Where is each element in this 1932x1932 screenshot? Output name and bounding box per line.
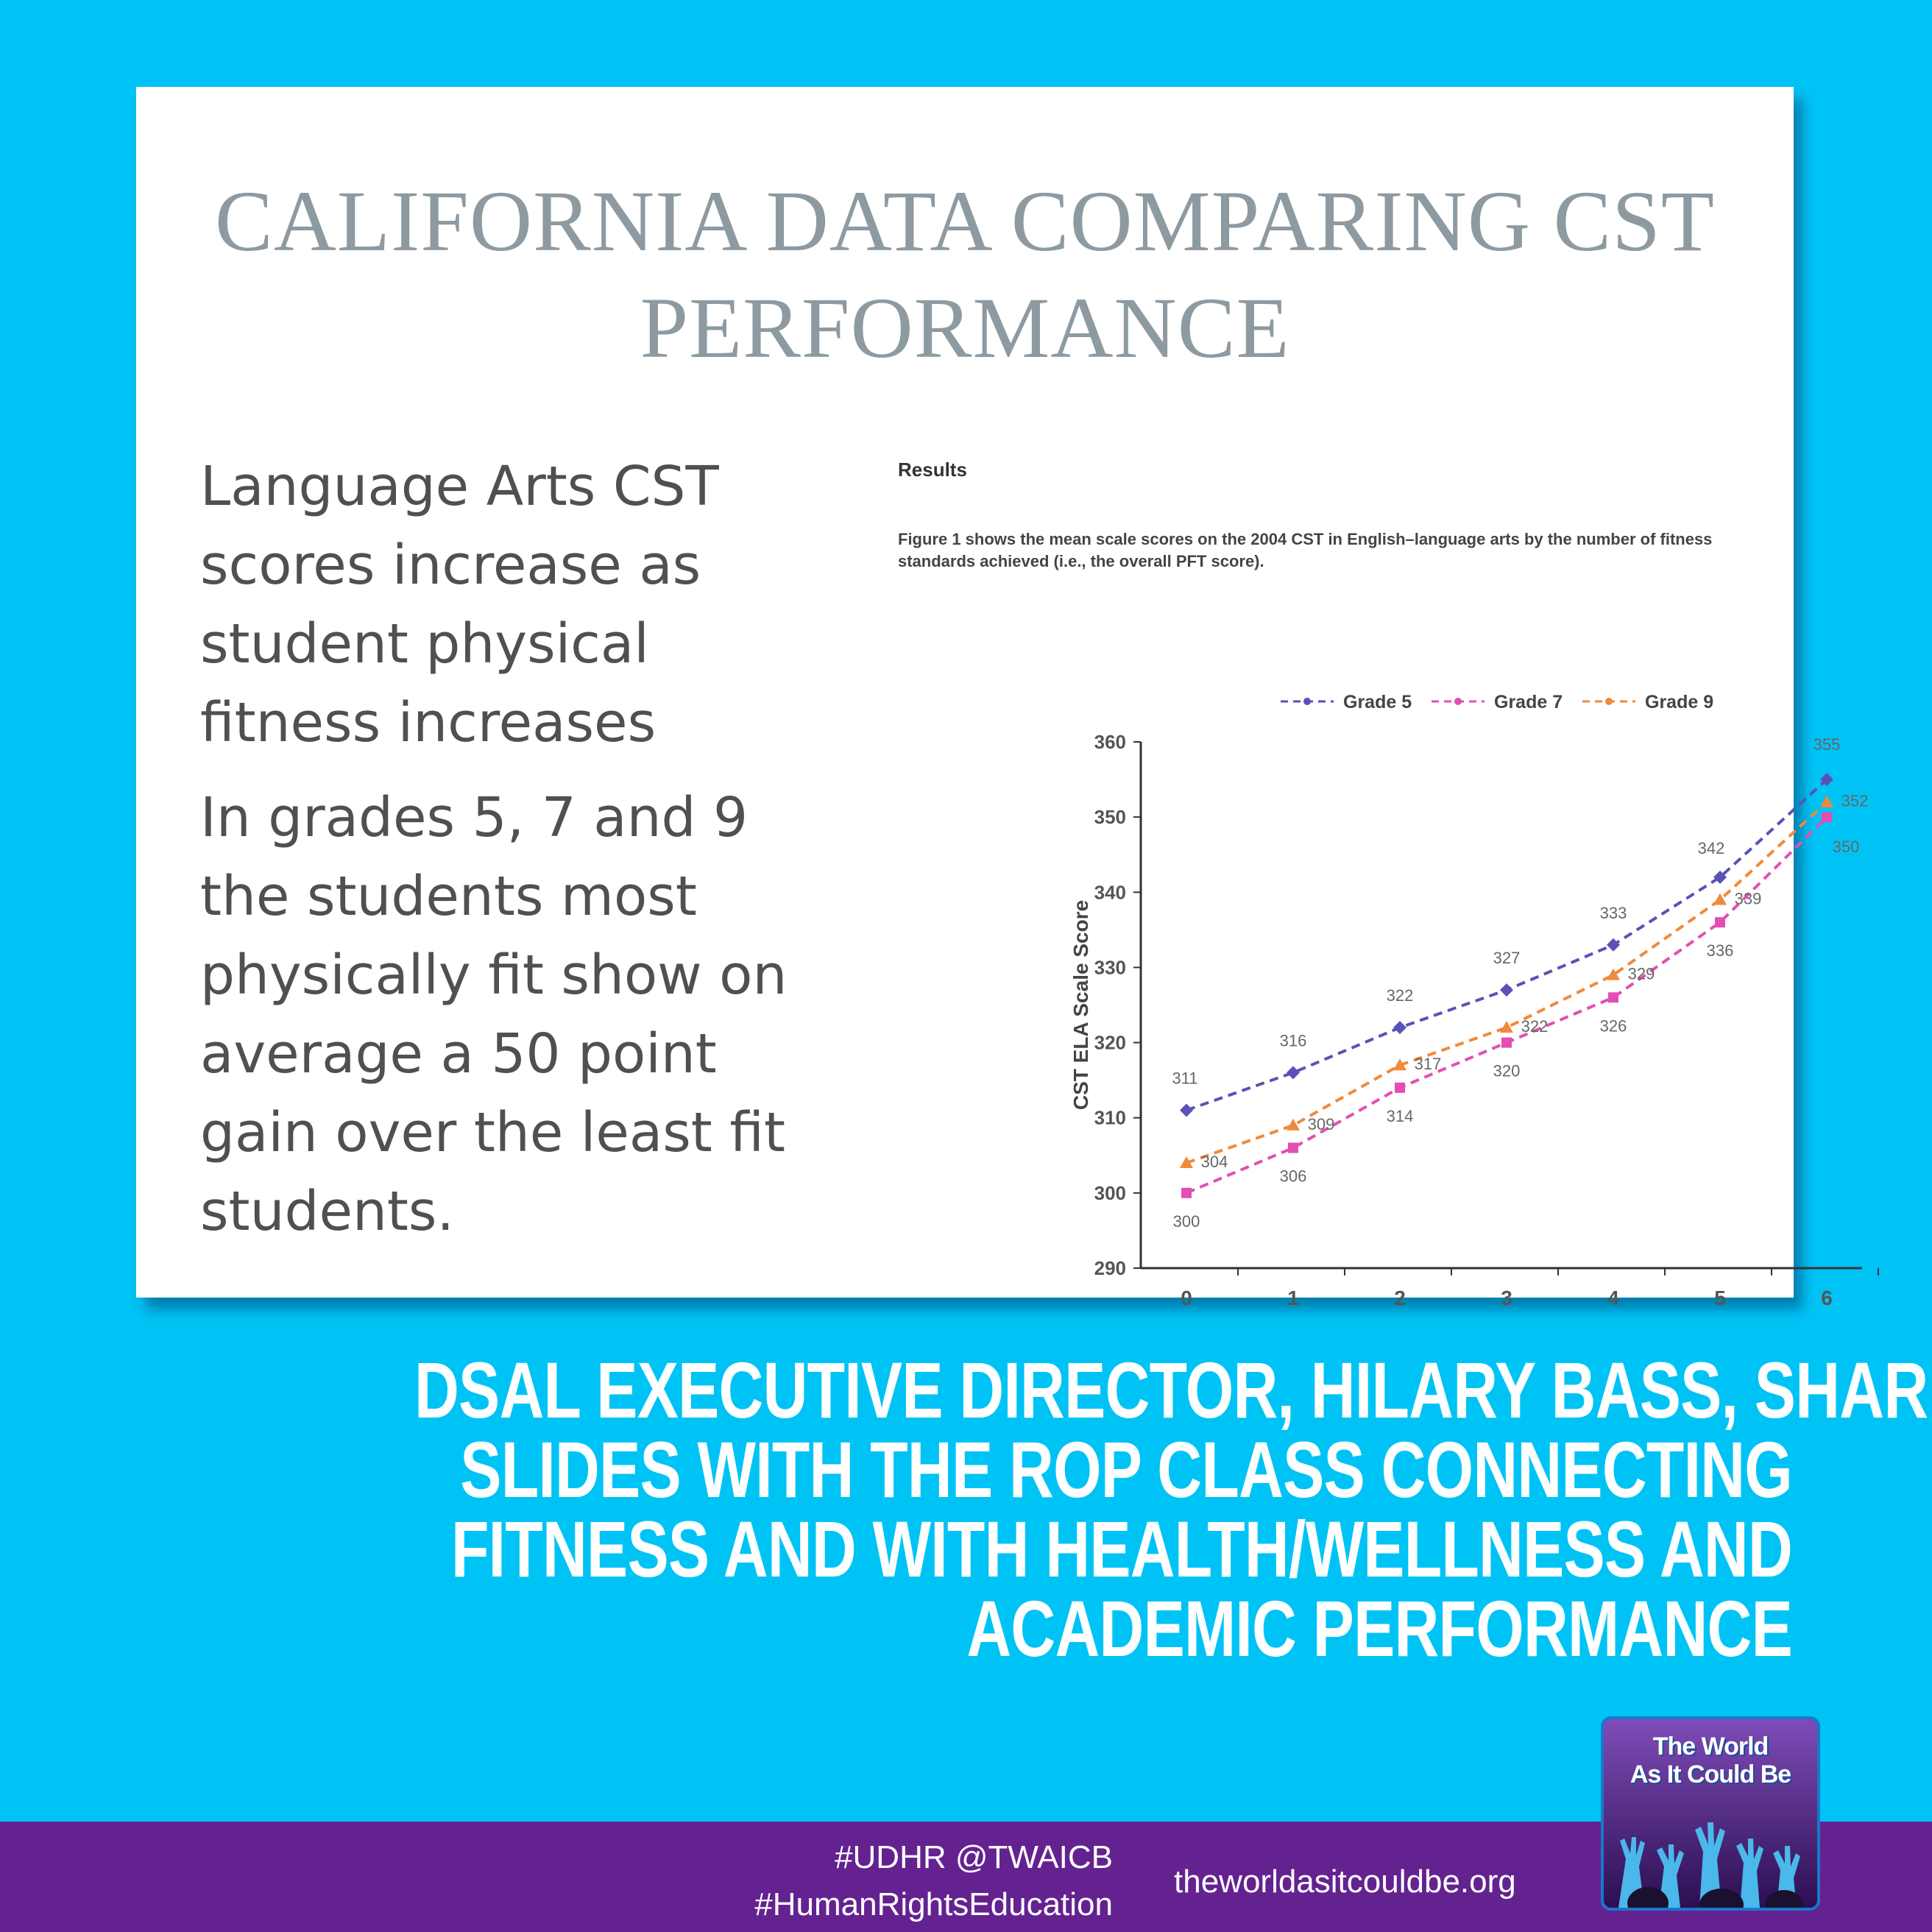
data-label: 316 xyxy=(1280,1031,1307,1050)
x-tick-label: 1 xyxy=(1287,1287,1299,1309)
y-tick-label: 320 xyxy=(1094,1032,1126,1054)
data-point-grade-5 xyxy=(1713,870,1727,884)
x-tick-label: 3 xyxy=(1501,1287,1512,1309)
data-point-grade-5 xyxy=(1180,1103,1193,1117)
data-label: 333 xyxy=(1600,904,1627,922)
legend-marker-1 xyxy=(1303,698,1311,705)
headline-line-1: DSAL EXECUTIVE DIRECTOR, HILARY BASS, SH… xyxy=(414,1345,1932,1434)
data-point-grade-5 xyxy=(1607,938,1620,952)
x-tick-label: 6 xyxy=(1821,1287,1833,1309)
series-line-grade-7 xyxy=(1186,815,1828,1195)
y-axis-label: CST ELA Scale Score xyxy=(1069,900,1092,1110)
data-label: 342 xyxy=(1698,839,1725,857)
y-tick-label: 340 xyxy=(1094,881,1126,903)
legend-label-1: Grade 5 xyxy=(1343,692,1412,712)
legend-label-2: Grade 7 xyxy=(1494,692,1563,712)
data-label: 311 xyxy=(1172,1069,1197,1088)
data-point-grade-7 xyxy=(1181,1187,1192,1198)
bullet-text-1: Language Arts CST scores increase as stu… xyxy=(200,455,719,754)
data-point-grade-7 xyxy=(1395,1082,1405,1093)
data-point-grade-7 xyxy=(1501,1037,1512,1048)
data-label: 326 xyxy=(1600,1016,1627,1035)
data-label: 322 xyxy=(1521,1017,1549,1036)
chart-area: Results Figure 1 shows the mean scale sc… xyxy=(898,459,1892,1342)
data-label: 300 xyxy=(1173,1212,1200,1231)
figure-caption: Figure 1 shows the mean scale scores on … xyxy=(898,530,1713,570)
data-label: 304 xyxy=(1201,1153,1228,1171)
slide-title: CALIFORNIA DATA COMPARING CST PERFORMANC… xyxy=(136,168,1794,381)
slide-title-line-2: PERFORMANCE xyxy=(640,280,1290,376)
data-point-grade-5 xyxy=(1820,773,1833,787)
y-tick-label: 360 xyxy=(1094,731,1126,753)
data-label: 355 xyxy=(1814,735,1841,754)
data-point-grade-5 xyxy=(1287,1066,1300,1080)
data-point-grade-7 xyxy=(1715,917,1725,928)
headline-line-2: SLIDES WITH THE ROP CLASS CONNECTING xyxy=(460,1425,1792,1514)
line-chart: 290 300 310 320 330 340 350 360 0 1 2 3 4 5 6 CST ELA S… xyxy=(1069,692,1879,1309)
data-label: 352 xyxy=(1841,792,1869,810)
y-tick-label: 310 xyxy=(1094,1107,1126,1129)
y-tick-label: 350 xyxy=(1094,806,1126,828)
data-label: 314 xyxy=(1387,1107,1414,1125)
data-point-grade-9 xyxy=(1287,1118,1300,1130)
legend-label-3: Grade 9 xyxy=(1645,692,1713,712)
twaicb-logo: The World As It Could Be xyxy=(1601,1716,1820,1911)
data-label: 306 xyxy=(1280,1167,1307,1186)
logo-text: The World As It Could Be xyxy=(1604,1733,1817,1788)
data-point-grade-5 xyxy=(1393,1021,1406,1035)
slide-title-line-1: CALIFORNIA DATA COMPARING CST xyxy=(215,173,1715,269)
data-point-grade-5 xyxy=(1500,983,1513,997)
hashtags-line-2: #HumanRightsEducation xyxy=(754,1886,1113,1922)
data-point-grade-9 xyxy=(1393,1058,1406,1071)
data-point-grade-7 xyxy=(1822,812,1832,823)
data-point-grade-9 xyxy=(1820,795,1833,807)
y-tick-label: 300 xyxy=(1094,1182,1126,1204)
headline: DSAL EXECUTIVE DIRECTOR, HILARY BASS, SH… xyxy=(414,1345,1932,1673)
data-point-grade-7 xyxy=(1608,992,1618,1003)
raised-hands-icon xyxy=(1618,1822,1803,1908)
data-label: 320 xyxy=(1493,1062,1521,1080)
data-label: 329 xyxy=(1628,965,1655,983)
x-tick-label: 4 xyxy=(1607,1287,1619,1309)
data-label: 317 xyxy=(1415,1055,1442,1073)
data-label: 327 xyxy=(1493,949,1521,967)
data-label: 309 xyxy=(1308,1115,1335,1133)
series-line-grade-9 xyxy=(1186,801,1828,1164)
data-point-grade-9 xyxy=(1500,1021,1513,1033)
website-link[interactable]: theworldasitcouldbe.org xyxy=(1174,1864,1516,1900)
logo-line-2: As It Could Be xyxy=(1630,1761,1791,1788)
footer-hashtags: #UDHR @TWAICB #HumanRightsEducation xyxy=(754,1834,1113,1928)
x-tick-label: 2 xyxy=(1394,1287,1406,1309)
data-label: 350 xyxy=(1833,838,1860,856)
data-point-grade-9 xyxy=(1607,968,1620,980)
data-label: 336 xyxy=(1707,941,1734,960)
bullet-text-2: In grades 5, 7 and 9 the students most p… xyxy=(200,786,788,1243)
data-point-grade-9 xyxy=(1713,893,1727,905)
hashtags-line-1: #UDHR @TWAICB xyxy=(835,1839,1113,1875)
x-tick-label: 0 xyxy=(1181,1287,1192,1309)
slide-image: CALIFORNIA DATA COMPARING CST PERFORMANC… xyxy=(136,87,1879,1309)
x-tick-label: 5 xyxy=(1714,1287,1726,1309)
results-heading: Results xyxy=(898,459,967,481)
logo-line-1: The World xyxy=(1652,1733,1769,1761)
legend-marker-3 xyxy=(1605,698,1613,705)
y-tick-label: 330 xyxy=(1094,956,1126,978)
y-tick-label: 290 xyxy=(1094,1257,1126,1279)
data-label: 322 xyxy=(1387,986,1414,1005)
headline-line-3: FITNESS AND WITH HEALTH/WELLNESS AND xyxy=(451,1504,1793,1593)
data-label: 339 xyxy=(1735,890,1762,908)
legend-marker-2 xyxy=(1454,698,1462,705)
data-point-grade-9 xyxy=(1180,1156,1193,1168)
data-point-grade-7 xyxy=(1288,1142,1298,1153)
headline-line-4: ACADEMIC PERFORMANCE xyxy=(966,1584,1792,1673)
